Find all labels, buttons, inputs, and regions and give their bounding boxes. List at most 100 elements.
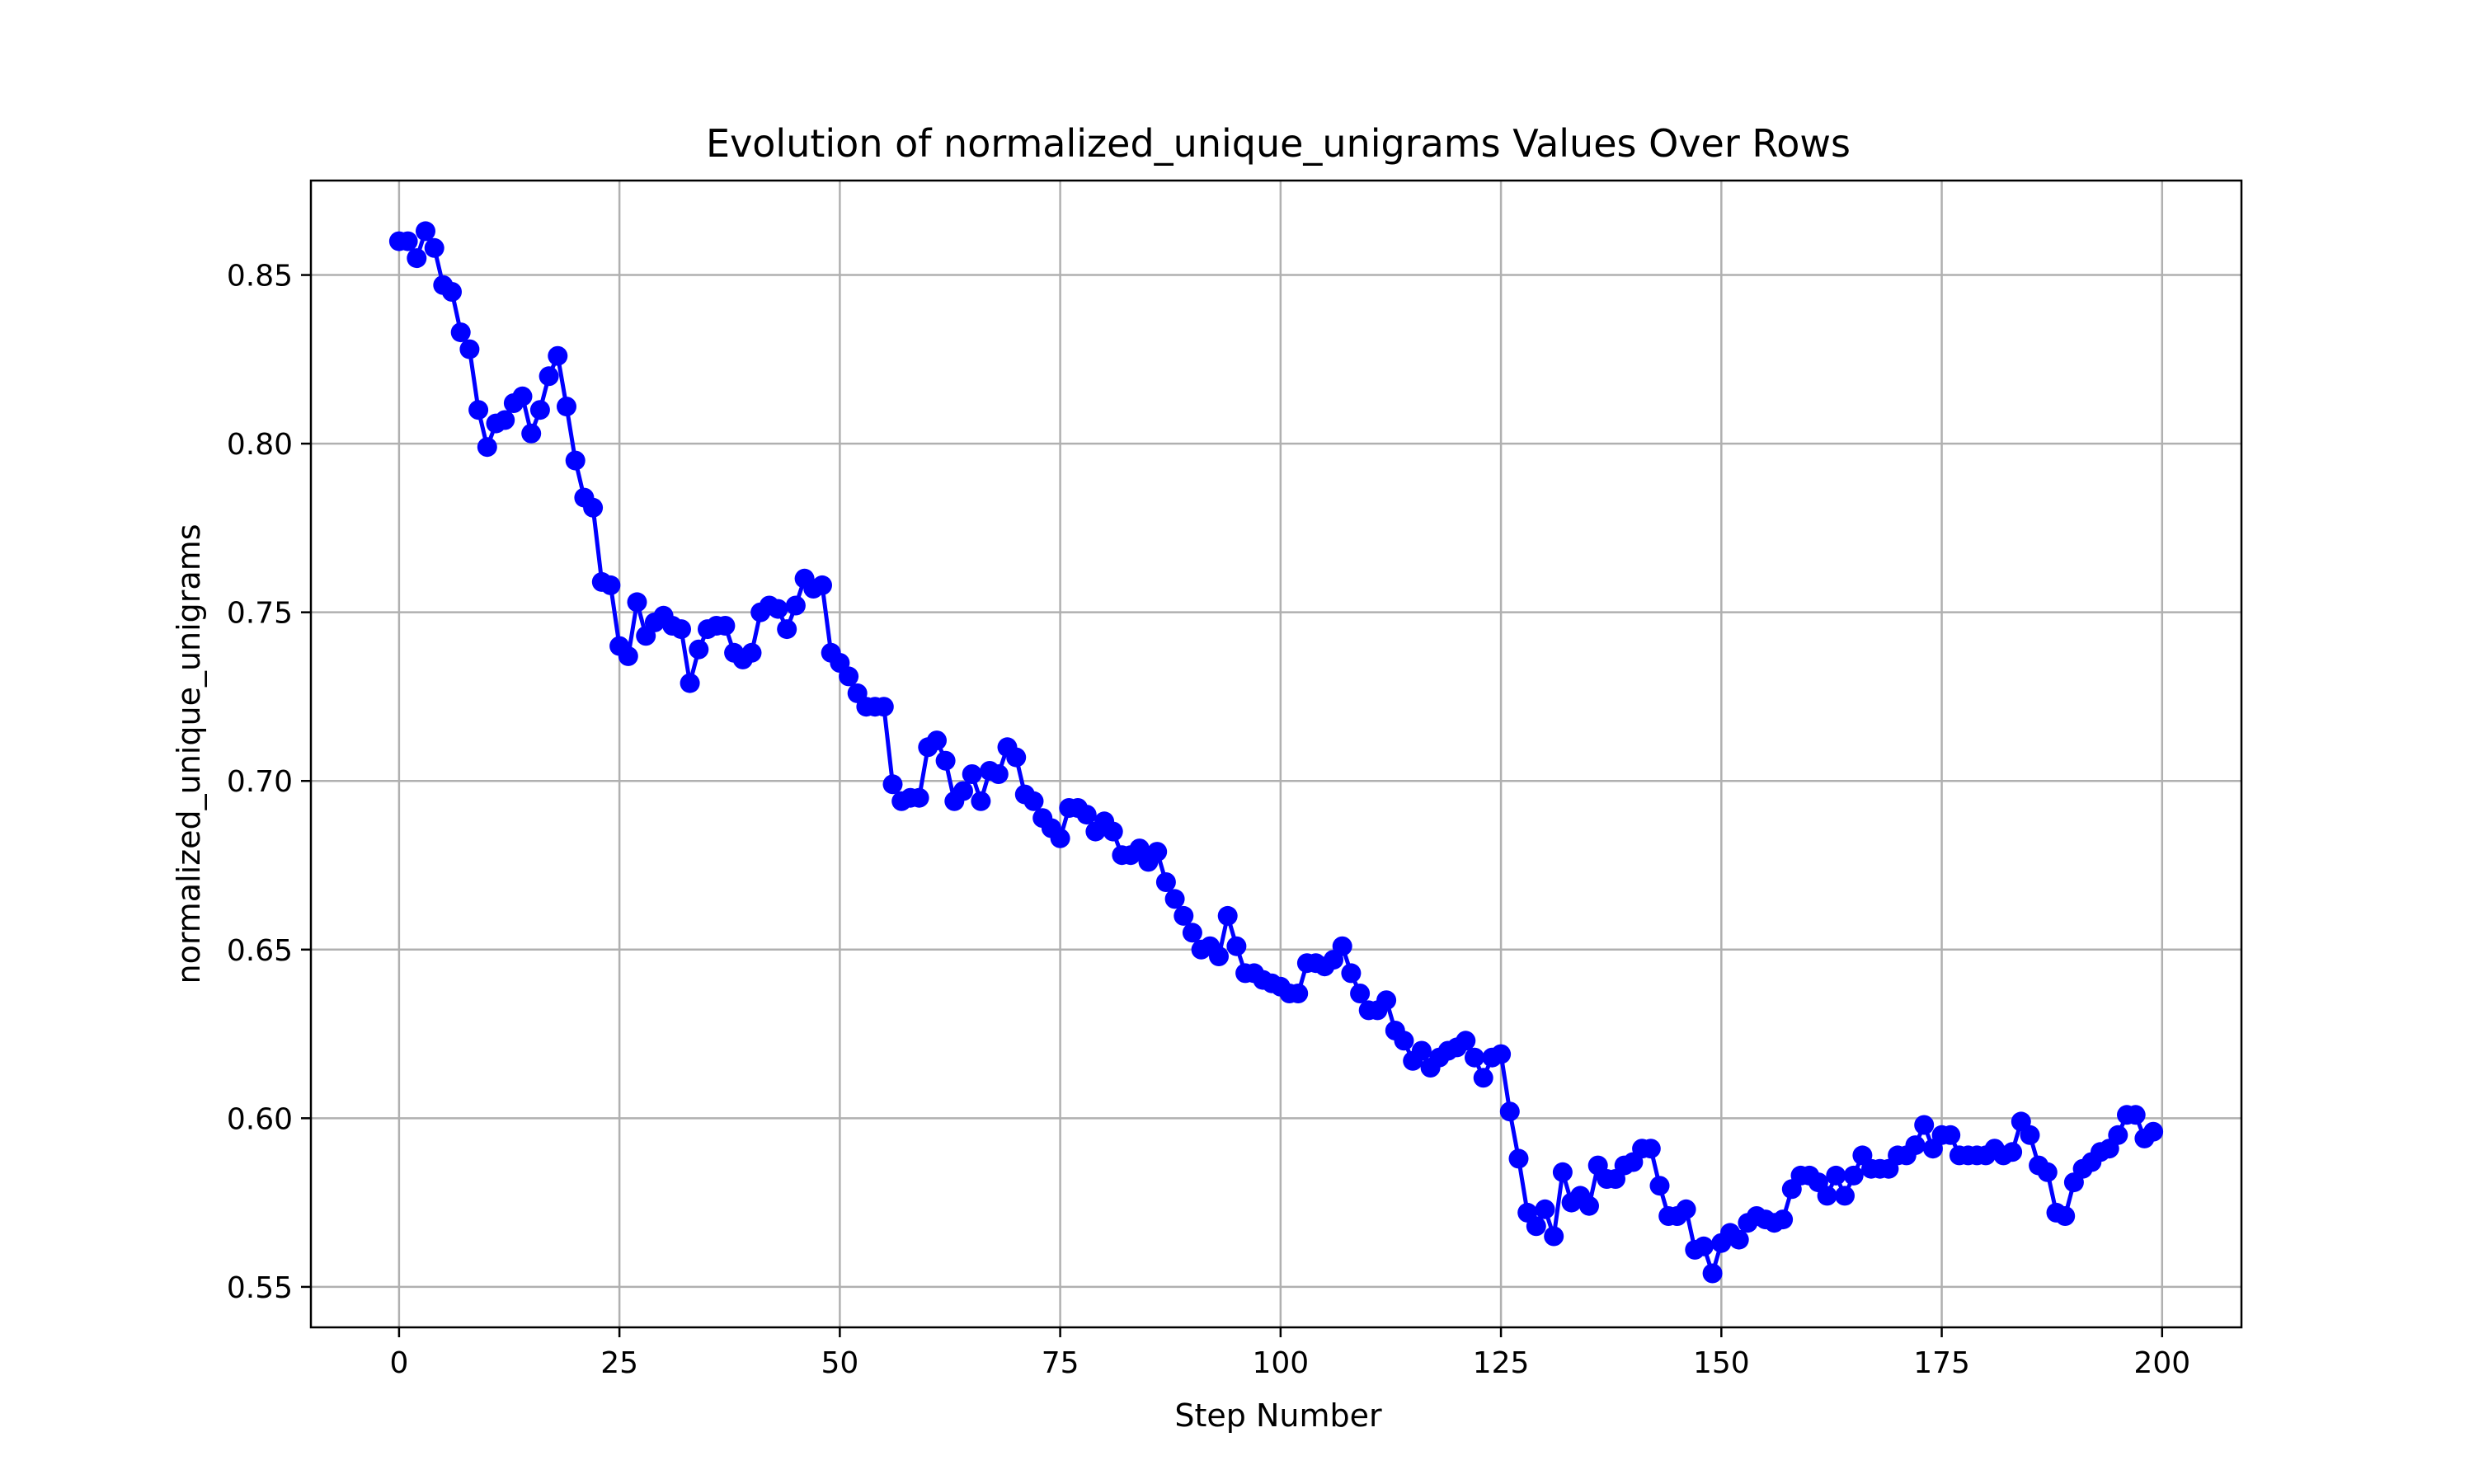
data-point: [407, 248, 427, 269]
y-tick-label: 0.85: [227, 260, 293, 294]
data-point: [1473, 1068, 1493, 1088]
plot-frame: [309, 179, 2243, 1329]
data-point: [627, 592, 647, 613]
y-tick-label: 0.80: [227, 428, 293, 462]
data-point: [1341, 963, 1362, 984]
data-point: [1226, 936, 1247, 956]
y-tick-label: 0.65: [227, 934, 293, 968]
data-point: [1076, 805, 1097, 825]
data-point: [1693, 1236, 1714, 1256]
data-point: [1182, 923, 1202, 943]
data-point: [1288, 984, 1309, 1003]
data-point: [1050, 828, 1070, 848]
data-point: [1843, 1165, 1864, 1186]
data-point: [1940, 1125, 1961, 1145]
data-point: [424, 237, 444, 258]
data-point: [1914, 1115, 1935, 1135]
data-point: [539, 366, 559, 387]
data-point: [768, 599, 788, 619]
data-point: [1023, 791, 1044, 811]
data-point: [521, 423, 542, 444]
data-point: [2055, 1206, 2076, 1226]
data-point: [1676, 1199, 1696, 1219]
data-point: [1209, 946, 1229, 966]
x-tick-label: 0: [389, 1346, 408, 1380]
data-point: [1544, 1226, 1564, 1247]
data-point: [450, 322, 471, 343]
data-point: [1702, 1263, 1723, 1284]
x-tick-label: 75: [1042, 1346, 1079, 1380]
data-point: [1649, 1176, 1670, 1196]
data-point: [459, 339, 480, 359]
data-point: [2020, 1125, 2040, 1145]
x-tick-label: 150: [1693, 1346, 1750, 1380]
data-point: [777, 619, 797, 640]
data-point: [618, 646, 638, 666]
x-tick-label: 125: [1473, 1346, 1530, 1380]
data-point: [548, 345, 568, 366]
data-point: [873, 697, 894, 717]
data-point: [1579, 1195, 1599, 1216]
x-axis-ticks: 0 25 50 75 100 125 150 175 200: [389, 1327, 2190, 1380]
data-point: [882, 774, 903, 795]
data-point: [557, 397, 576, 417]
data-point: [1552, 1162, 1573, 1182]
data-point: [812, 575, 832, 595]
y-tick-label: 0.55: [227, 1271, 293, 1305]
data-point: [1491, 1044, 1512, 1064]
series-markers: [388, 221, 2164, 1284]
grid: [311, 181, 2241, 1327]
data-point: [909, 787, 929, 808]
data-point: [689, 639, 709, 660]
data-point: [1155, 872, 1176, 892]
data-point: [1006, 747, 1027, 768]
data-point: [1905, 1135, 1926, 1156]
data-point: [1456, 1031, 1476, 1051]
data-point: [2037, 1162, 2058, 1182]
y-tick-label: 0.60: [227, 1102, 293, 1136]
data-point: [1465, 1047, 1484, 1068]
x-tick-label: 50: [821, 1346, 858, 1380]
data-point: [1217, 905, 1238, 926]
x-tick-label: 25: [600, 1346, 638, 1380]
chart-title: Evolution of normalized_unique_unigrams …: [706, 121, 1851, 166]
data-point: [1376, 990, 1397, 1011]
data-point: [1508, 1148, 1529, 1169]
data-point: [1411, 1040, 1432, 1061]
x-tick-label: 100: [1252, 1346, 1309, 1380]
data-point: [785, 595, 806, 616]
data-point: [1640, 1139, 1661, 1159]
y-tick-label: 0.70: [227, 765, 293, 799]
y-axis-label: normalized_unique_unigrams: [171, 524, 207, 984]
data-point: [397, 231, 418, 251]
data-point: [600, 575, 621, 595]
data-point: [935, 750, 956, 771]
data-point: [680, 673, 700, 693]
data-point: [2125, 1105, 2146, 1125]
data-point: [1394, 1031, 1414, 1051]
data-point: [927, 730, 947, 751]
data-point: [2143, 1121, 2164, 1142]
data-point: [1773, 1209, 1794, 1230]
data-point: [741, 642, 762, 663]
data-point: [971, 791, 991, 811]
data-point: [416, 221, 435, 242]
y-axis-ticks: 0.55 0.60 0.65 0.70 0.75 0.80 0.85: [227, 260, 311, 1305]
data-point: [988, 764, 1009, 784]
data-point: [1817, 1186, 1837, 1206]
data-point: [1103, 821, 1123, 842]
data-point: [1526, 1216, 1546, 1237]
data-point: [1174, 905, 1194, 926]
data-point: [1535, 1199, 1555, 1219]
data-point: [583, 497, 604, 518]
data-point: [442, 282, 462, 302]
data-point: [962, 764, 982, 784]
data-point: [1332, 936, 1352, 956]
data-point: [1147, 842, 1168, 862]
data-point: [477, 437, 497, 458]
x-axis-label: Step Number: [1174, 1397, 1382, 1434]
y-tick-label: 0.75: [227, 597, 293, 631]
x-tick-label: 175: [1913, 1346, 1970, 1380]
data-point: [1350, 984, 1371, 1003]
